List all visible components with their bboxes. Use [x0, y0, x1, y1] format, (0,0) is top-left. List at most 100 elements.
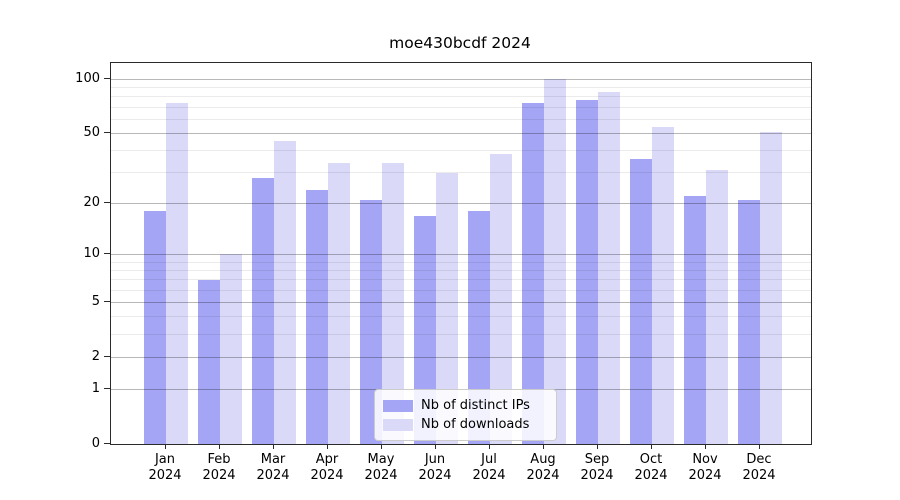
bar-apr-downloads: [328, 162, 350, 444]
bar-nov-ips: [684, 196, 706, 444]
major-gridline: [111, 132, 811, 134]
x-tick-label: Jun 2024: [405, 452, 465, 484]
bar-mar-downloads: [274, 141, 296, 444]
y-tick-label: 20: [83, 194, 100, 210]
x-tick-label: May 2024: [351, 452, 411, 484]
legend-label: Nb of downloads: [421, 417, 530, 432]
x-tick-mark: [705, 444, 706, 449]
x-tick-mark: [219, 444, 220, 449]
minor-gridline: [111, 86, 811, 88]
x-tick-month: Nov: [692, 452, 718, 467]
bar-apr-ips: [306, 189, 328, 444]
y-tick-label: 1: [91, 380, 100, 396]
x-tick-label: Dec 2024: [729, 452, 789, 484]
x-tick-year: 2024: [688, 468, 722, 483]
major-gridline: [111, 78, 811, 80]
x-tick-mark: [435, 444, 436, 449]
y-tick-mark: [104, 77, 110, 79]
x-tick-year: 2024: [202, 468, 236, 483]
x-tick-month: Apr: [315, 452, 339, 467]
x-tick-year: 2024: [742, 468, 776, 483]
x-tick-mark: [489, 444, 490, 449]
y-tick-mark: [104, 442, 110, 444]
bar-dec-downloads: [760, 131, 782, 444]
x-tick-year: 2024: [256, 468, 290, 483]
x-tick-month: Sep: [584, 452, 610, 467]
x-tick-year: 2024: [418, 468, 452, 483]
bar-feb-downloads: [220, 254, 242, 444]
y-tick-label: 5: [91, 293, 100, 309]
x-tick-mark: [597, 444, 598, 449]
x-tick-mark: [327, 444, 328, 449]
x-tick-month: Mar: [260, 452, 286, 467]
x-tick-label: Sep 2024: [567, 452, 627, 484]
y-tick-label: 0: [91, 435, 100, 451]
x-tick-year: 2024: [472, 468, 506, 483]
bar-aug-downloads: [544, 79, 566, 444]
bar-sep-ips: [576, 99, 598, 444]
legend: Nb of distinct IPs Nb of downloads: [374, 389, 557, 441]
x-tick-label: Mar 2024: [243, 452, 303, 484]
x-tick-mark: [273, 444, 274, 449]
minor-gridline: [111, 149, 811, 151]
bar-aug-ips: [522, 102, 544, 444]
bar-jul-ips: [468, 211, 490, 444]
x-tick-year: 2024: [526, 468, 560, 483]
x-tick-label: Apr 2024: [297, 452, 357, 484]
x-tick-year: 2024: [580, 468, 614, 483]
minor-gridline: [111, 118, 811, 120]
x-tick-mark: [381, 444, 382, 449]
x-tick-label: Feb 2024: [189, 452, 249, 484]
bar-jun-downloads: [436, 172, 458, 444]
x-tick-month: Feb: [207, 452, 231, 467]
bar-jan-downloads: [166, 102, 188, 444]
x-tick-label: Aug 2024: [513, 452, 573, 484]
x-tick-year: 2024: [148, 468, 182, 483]
x-tick-month: Oct: [639, 452, 663, 467]
y-tick-label: 2: [91, 348, 100, 364]
y-tick-label: 50: [83, 124, 100, 140]
legend-swatch: [383, 418, 413, 431]
x-tick-label: Oct 2024: [621, 452, 681, 484]
chart-title: moe430bcdf 2024: [389, 34, 531, 52]
minor-gridline: [111, 96, 811, 98]
y-tick-mark: [104, 387, 110, 389]
x-tick-mark: [759, 444, 760, 449]
x-tick-year: 2024: [364, 468, 398, 483]
y-tick-mark: [104, 252, 110, 254]
x-tick-month: Jan: [154, 452, 176, 467]
y-tick-mark: [104, 201, 110, 203]
bar-sep-downloads: [598, 91, 620, 444]
bar-jan-ips: [144, 211, 166, 444]
minor-gridline: [111, 106, 811, 108]
legend-swatch: [383, 399, 413, 412]
legend-label: Nb of distinct IPs: [421, 398, 530, 413]
y-tick-mark: [104, 300, 110, 302]
y-tick-mark: [104, 355, 110, 357]
y-tick-label: 100: [75, 70, 100, 86]
x-tick-mark: [543, 444, 544, 449]
bar-dec-ips: [738, 199, 760, 444]
legend-item-downloads: Nb of downloads: [383, 417, 548, 432]
x-tick-mark: [651, 444, 652, 449]
bar-mar-ips: [252, 177, 274, 444]
x-tick-year: 2024: [310, 468, 344, 483]
x-tick-month: May: [367, 452, 395, 467]
bar-jun-ips: [414, 215, 436, 444]
bar-jul-downloads: [490, 154, 512, 444]
x-tick-label: Jan 2024: [135, 452, 195, 484]
x-tick-month: Jul: [481, 452, 497, 467]
bar-feb-ips: [198, 279, 220, 444]
bar-nov-downloads: [706, 170, 728, 444]
legend-item-distinct-ips: Nb of distinct IPs: [383, 398, 548, 413]
bar-may-ips: [360, 199, 382, 444]
y-tick-label: 10: [83, 245, 100, 261]
x-tick-label: Jul 2024: [459, 452, 519, 484]
bar-oct-ips: [630, 158, 652, 444]
x-tick-month: Jun: [424, 452, 446, 467]
bar-oct-downloads: [652, 127, 674, 444]
x-tick-mark: [165, 444, 166, 449]
x-tick-label: Nov 2024: [675, 452, 735, 484]
plot-area: [110, 62, 812, 445]
